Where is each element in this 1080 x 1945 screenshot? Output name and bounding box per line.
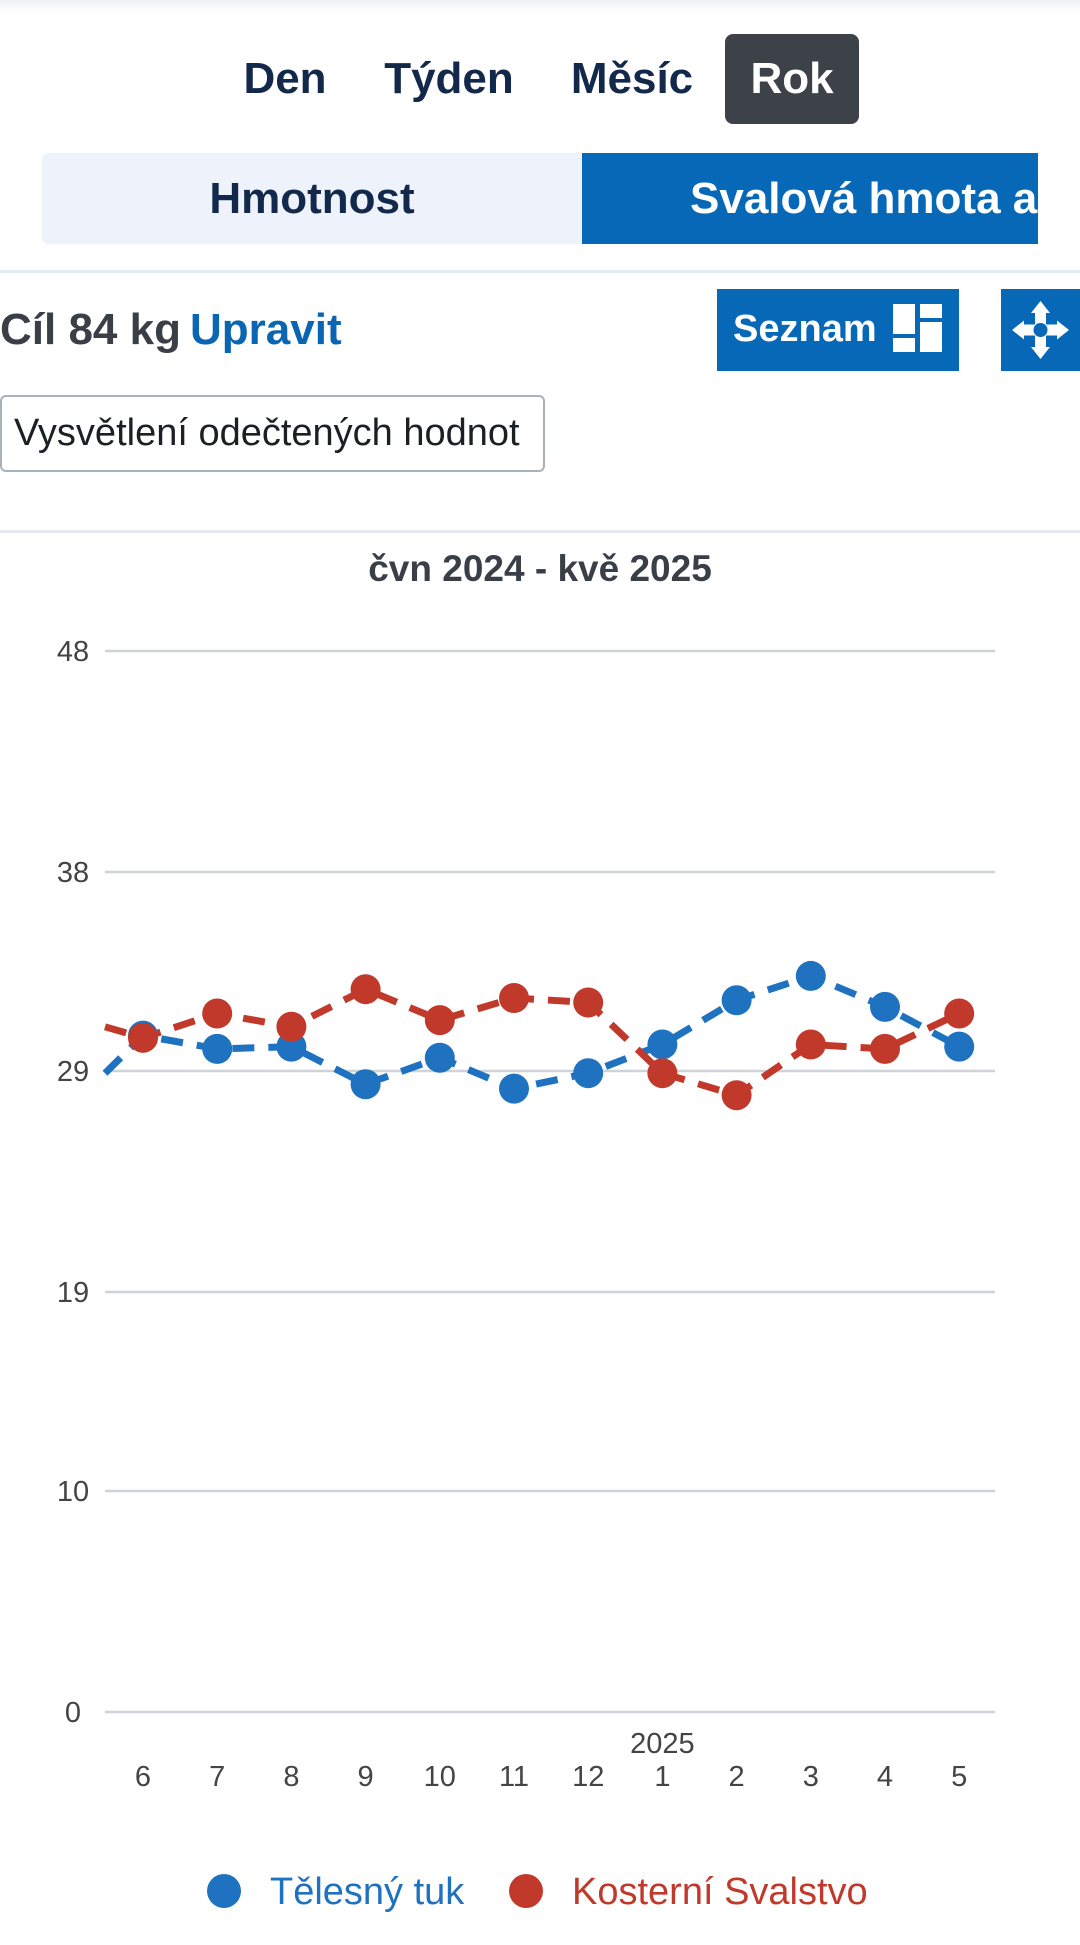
- data-point-1: [870, 1033, 900, 1064]
- y-tick-label: 38: [57, 857, 89, 889]
- tab-muscle-and-fat[interactable]: Svalová hmota a tuk: [582, 153, 1038, 244]
- legend-label-0: Tělesný tuk: [270, 1871, 465, 1913]
- y-tick-label: 0: [65, 1697, 81, 1729]
- legend-marker-1: [509, 1874, 543, 1908]
- y-tick-label: 19: [57, 1277, 89, 1309]
- x-tick-label: 3: [803, 1761, 819, 1793]
- x-tick-label: 2: [729, 1761, 745, 1793]
- x-tick-label: 8: [283, 1761, 299, 1793]
- x-tick-label: 11: [499, 1761, 529, 1793]
- data-point-0: [721, 985, 752, 1016]
- data-point-1: [721, 1080, 752, 1111]
- data-point-1: [350, 974, 381, 1005]
- data-point-1: [573, 987, 604, 1018]
- tab-weight[interactable]: Hmotnost: [42, 153, 582, 244]
- data-point-1: [499, 983, 529, 1014]
- chart-title: čvn 2024 - kvě 2025: [368, 548, 712, 589]
- data-point-0: [573, 1058, 604, 1089]
- data-point-1: [276, 1011, 307, 1042]
- move-arrows-icon: [1012, 301, 1069, 359]
- x-tick-label: 1: [654, 1761, 670, 1793]
- data-point-0: [350, 1069, 381, 1100]
- tab-month[interactable]: Měsíc: [570, 54, 694, 103]
- data-point-1: [128, 1022, 158, 1053]
- goal-label: Cíl 84 kg: [0, 305, 181, 354]
- data-point-1: [944, 998, 975, 1029]
- top-shadow: [0, 0, 1080, 12]
- x-tick-label: 4: [877, 1761, 893, 1793]
- y-tick-label: 10: [57, 1476, 89, 1508]
- metric-toggle: Hmotnost Svalová hmota a tuk: [42, 153, 1038, 244]
- y-tick-label: 48: [57, 636, 89, 668]
- legend-marker-0: [207, 1874, 241, 1908]
- chart-divider: [0, 530, 1080, 533]
- x-tick-label: 12: [572, 1761, 604, 1793]
- tab-year[interactable]: Rok: [725, 34, 859, 124]
- readings-explanation-button[interactable]: Vysvětlení odečtených hodnot: [0, 395, 545, 472]
- data-point-1: [795, 1029, 826, 1060]
- x-tick-label: 7: [209, 1761, 225, 1793]
- data-point-0: [202, 1033, 233, 1064]
- section-divider: [0, 270, 1080, 273]
- series-line-1: [104, 985, 961, 1099]
- data-point-0: [424, 1042, 455, 1073]
- data-point-0: [647, 1029, 678, 1060]
- data-point-1: [202, 998, 233, 1029]
- x-tick-label: 6: [135, 1761, 151, 1793]
- year-marker-label: 2025: [630, 1728, 695, 1760]
- list-view-button[interactable]: Seznam: [717, 289, 959, 371]
- x-tick-label: 5: [951, 1761, 967, 1793]
- move-button[interactable]: [1001, 289, 1080, 371]
- data-point-0: [870, 991, 900, 1022]
- data-point-1: [647, 1058, 678, 1089]
- data-point-0: [499, 1073, 529, 1104]
- edit-goal-link[interactable]: Upravit: [190, 305, 342, 354]
- x-tick-label: 10: [424, 1761, 456, 1793]
- x-tick-label: 9: [358, 1761, 374, 1793]
- data-point-0: [944, 1031, 975, 1062]
- list-view-label: Seznam: [733, 308, 877, 350]
- tab-week[interactable]: Týden: [384, 54, 514, 103]
- y-tick-label: 29: [57, 1056, 89, 1088]
- period-tabs: Den Týden Měsíc Rok: [0, 34, 1080, 126]
- tab-day[interactable]: Den: [243, 54, 327, 103]
- data-point-1: [424, 1005, 455, 1036]
- legend-label-1: Kosterní Svalstvo: [572, 1871, 868, 1913]
- grid-layout-icon: [893, 304, 942, 352]
- data-point-0: [795, 960, 826, 991]
